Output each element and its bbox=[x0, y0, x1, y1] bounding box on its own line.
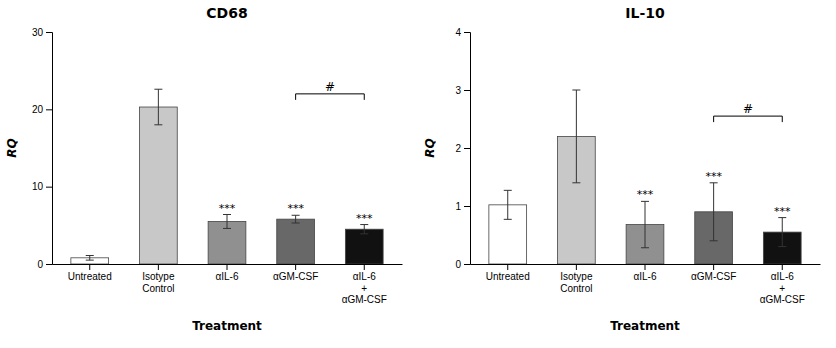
significance-label: *** bbox=[705, 170, 722, 183]
y-axis-title: RQ bbox=[5, 138, 19, 157]
tick-mark bbox=[364, 264, 365, 270]
tick-label: αGM-CSF bbox=[273, 271, 318, 282]
tick-mark bbox=[464, 32, 470, 33]
error-bar bbox=[710, 183, 718, 241]
tick-mark bbox=[46, 109, 52, 110]
tick-mark bbox=[645, 264, 646, 270]
tick-mark bbox=[46, 32, 52, 33]
tick-mark bbox=[464, 206, 470, 207]
error-bar bbox=[292, 215, 300, 223]
y-tick: 0 bbox=[455, 259, 470, 270]
error-bar bbox=[641, 201, 649, 247]
tick-mark bbox=[89, 264, 90, 270]
x-tick: Untreated bbox=[486, 264, 530, 282]
axis-line bbox=[46, 33, 53, 265]
error-bar bbox=[223, 215, 231, 229]
significance-label: *** bbox=[287, 202, 304, 215]
plot-area bbox=[489, 90, 801, 264]
x-tick: αIL-6 bbox=[633, 264, 656, 282]
tick-label: 0 bbox=[455, 259, 461, 270]
plot-area bbox=[71, 89, 383, 264]
x-tick: αIL-6+αGM-CSF bbox=[760, 264, 805, 305]
significance-label: *** bbox=[774, 205, 791, 218]
x-tick: IsotypeControl bbox=[560, 264, 593, 294]
tick-label: 20 bbox=[32, 104, 44, 115]
significance-label: *** bbox=[219, 202, 236, 215]
x-tick: αGM-CSF bbox=[273, 264, 318, 282]
chart-root: 0102030UntreatedIsotypeControlαIL-6αGM-C… bbox=[0, 0, 836, 348]
bracket-label: # bbox=[743, 102, 753, 116]
bar bbox=[140, 107, 178, 264]
x-axis: Untreated IsotypeControl αIL-6 αGM-CSF αIL-6… bbox=[53, 264, 403, 305]
tick-label: αIL-6+αGM-CSF bbox=[760, 271, 805, 305]
tick-mark bbox=[782, 264, 783, 270]
x-tick: αIL-6+αGM-CSF bbox=[342, 264, 387, 305]
error-bar bbox=[86, 255, 94, 260]
x-axis-title: Treatment bbox=[610, 319, 680, 333]
tick-mark bbox=[507, 264, 508, 270]
tick-label: αIL-6+αGM-CSF bbox=[342, 271, 387, 305]
x-tick: IsotypeControl bbox=[142, 264, 175, 294]
tick-label: Untreated bbox=[486, 271, 530, 282]
error-bar bbox=[504, 190, 512, 219]
tick-mark bbox=[713, 264, 714, 270]
bar bbox=[345, 229, 383, 264]
tick-mark bbox=[227, 264, 228, 270]
tick-label: 30 bbox=[32, 27, 44, 38]
tick-label: αIL-6 bbox=[215, 271, 238, 282]
tick-mark bbox=[464, 90, 470, 91]
y-tick: 10 bbox=[32, 181, 52, 192]
panel: 0 1 2 3 4 Untreated IsotypeControl αIL-6 αGM-CSF… bbox=[423, 5, 821, 333]
tick-label: 0 bbox=[37, 259, 43, 270]
tick-label: 2 bbox=[455, 143, 461, 154]
y-tick: 2 bbox=[455, 143, 470, 154]
axis-line bbox=[464, 33, 471, 265]
significance-bracket bbox=[296, 94, 365, 100]
y-tick: 0 bbox=[37, 259, 52, 270]
y-tick: 3 bbox=[455, 85, 470, 96]
y-axis: 0 1 2 3 4 bbox=[455, 27, 470, 270]
chart-title: IL-10 bbox=[625, 5, 665, 21]
error-bar bbox=[154, 89, 162, 125]
tick-mark bbox=[158, 264, 159, 270]
tick-label: 3 bbox=[455, 85, 461, 96]
tick-label: 1 bbox=[455, 201, 461, 212]
tick-label: IsotypeControl bbox=[142, 271, 175, 294]
tick-label: 4 bbox=[455, 27, 461, 38]
panel: 0 10 20 30 Untreated IsotypeControl αIL-6 αGM-C… bbox=[5, 5, 403, 333]
significance-label: *** bbox=[637, 188, 654, 201]
y-tick: 4 bbox=[455, 27, 470, 38]
tick-mark bbox=[464, 148, 470, 149]
tick-mark bbox=[46, 264, 52, 265]
significance-bracket bbox=[714, 116, 783, 122]
y-tick: 20 bbox=[32, 104, 52, 115]
y-tick: 1 bbox=[455, 201, 470, 212]
tick-mark bbox=[576, 264, 577, 270]
bar bbox=[277, 219, 315, 264]
tick-label: αGM-CSF bbox=[691, 271, 736, 282]
significance-label: *** bbox=[356, 212, 373, 225]
x-axis: Untreated IsotypeControl αIL-6 αGM-CSF αIL-6… bbox=[471, 264, 821, 305]
tick-label: IsotypeControl bbox=[560, 271, 593, 294]
y-axis: 0 10 20 30 bbox=[32, 27, 53, 270]
y-axis-title: RQ bbox=[423, 138, 437, 157]
error-bar bbox=[778, 218, 786, 247]
tick-label: Untreated bbox=[68, 271, 112, 282]
tick-mark bbox=[464, 264, 470, 265]
chart-title: CD68 bbox=[206, 5, 247, 21]
x-axis-title: Treatment bbox=[192, 319, 262, 333]
error-bar bbox=[360, 225, 368, 234]
x-tick: αGM-CSF bbox=[691, 264, 736, 282]
tick-mark bbox=[295, 264, 296, 270]
tick-mark bbox=[46, 187, 52, 188]
bracket-label: # bbox=[325, 80, 335, 94]
x-tick: Untreated bbox=[68, 264, 112, 282]
x-tick: αIL-6 bbox=[215, 264, 238, 282]
tick-label: 10 bbox=[32, 181, 44, 192]
error-bar bbox=[572, 90, 580, 183]
tick-label: αIL-6 bbox=[633, 271, 656, 282]
y-tick: 30 bbox=[32, 27, 52, 38]
